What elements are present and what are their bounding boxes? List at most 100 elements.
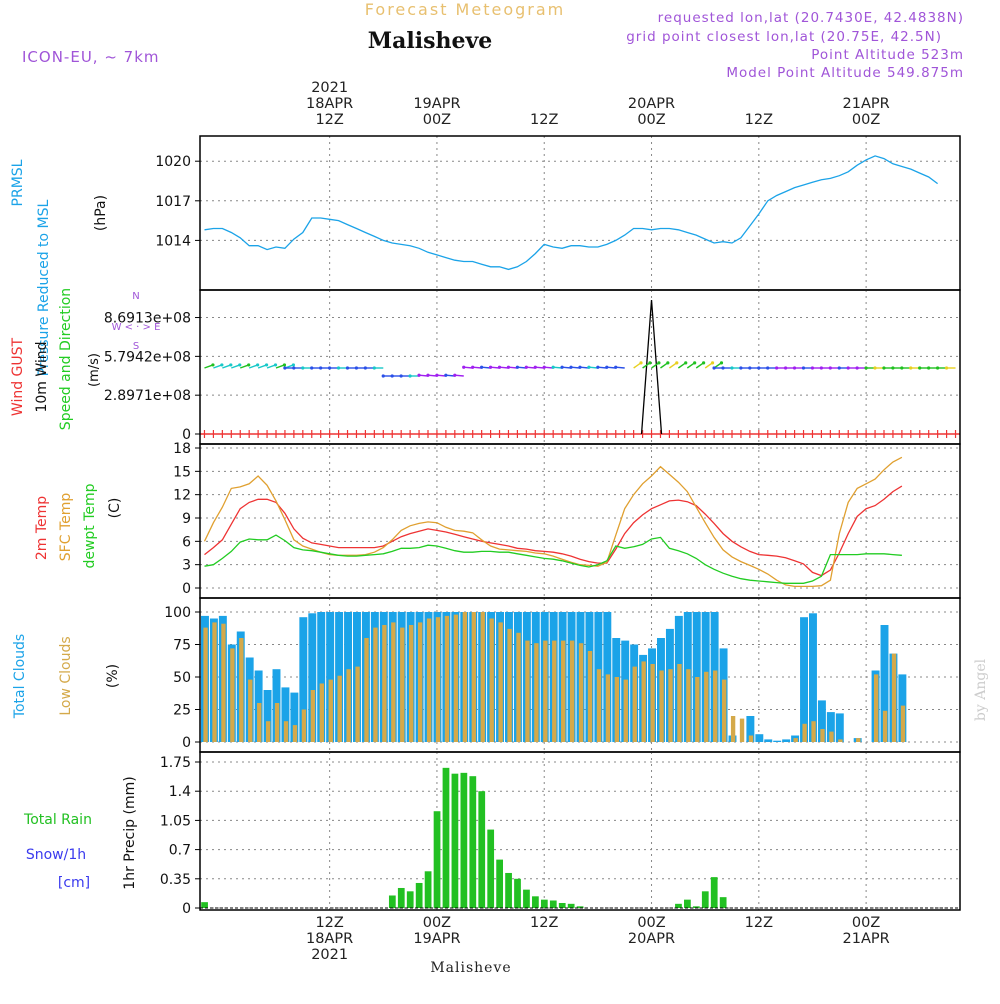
- rain-bar: [478, 791, 486, 908]
- gust-label: Wind GUST: [10, 337, 26, 416]
- total-cloud-bar: [809, 613, 817, 742]
- wind-arrow-head: [372, 366, 376, 370]
- low-cloud-bar: [605, 674, 611, 742]
- wind-arrow-head: [488, 365, 493, 369]
- wind-arrow-head: [702, 361, 706, 365]
- wind-arrow-head: [900, 366, 904, 370]
- y-tick-label: 1.05: [160, 813, 191, 829]
- y-tick-label: 1017: [155, 194, 191, 210]
- y-tick-label: 0.7: [169, 843, 191, 859]
- wind-arrow-head: [739, 366, 743, 370]
- y-tick-label: 100: [164, 605, 191, 621]
- panel-4: 0 0.35 0.7 1.05 1.4 1.75 Total Rain Snow/1h [cm]…: [23, 751, 961, 917]
- low-cloud-bar: [480, 612, 485, 742]
- y-tick-label: 1014: [155, 233, 191, 249]
- low-cloud-bar: [310, 690, 316, 742]
- wind-arrow-head: [319, 366, 323, 370]
- wind-arrow-head: [882, 366, 886, 370]
- low-cloud-bar: [462, 612, 468, 742]
- wind-arrow-head: [542, 365, 546, 369]
- wind-arrow-head: [336, 366, 341, 370]
- wind-arrow-head: [533, 365, 537, 369]
- total-clouds-label: Total Clouds: [12, 634, 28, 719]
- snow-label: Snow/1h: [26, 847, 86, 863]
- temp-2m-line: [204, 485, 903, 577]
- wind-arrow-head: [730, 366, 734, 370]
- y-tick-label: 25: [173, 703, 191, 719]
- wind-arrow-head: [524, 365, 528, 369]
- bottom-axis-label: 20APR: [628, 931, 675, 947]
- low-cloud-bar: [659, 670, 664, 742]
- rain-bar: [576, 906, 584, 908]
- sfc-temp-line: [203, 456, 903, 588]
- wind-arrow-head: [918, 366, 922, 370]
- low-cloud-bar: [507, 628, 512, 742]
- rain-bar: [684, 899, 691, 908]
- y-tick-label: 0.35: [160, 872, 191, 888]
- wind-arrow-head: [657, 361, 661, 365]
- low-cloud-bar: [283, 721, 289, 742]
- top-axis-label: 18APR: [306, 96, 353, 112]
- wind-arrow-head: [327, 366, 332, 370]
- panel-label: Total Rain Snow/1h [cm] 1hr Precip (mm): [23, 776, 138, 891]
- y-tick-label: 0: [182, 735, 191, 751]
- wind-arrow-head: [417, 373, 421, 377]
- rain-bar: [388, 895, 396, 908]
- wind-arrow-head: [891, 366, 895, 370]
- top-axis-label: 20APR: [628, 96, 675, 112]
- wind-arrow-head: [381, 374, 385, 378]
- wind-arrow-head: [345, 366, 350, 370]
- total-cloud-bar: [755, 734, 764, 742]
- wind-arrow-head: [810, 366, 815, 370]
- wind-arrow-head: [435, 373, 439, 377]
- rain-bar: [710, 877, 718, 908]
- low-cloud-bar: [882, 710, 888, 742]
- total-cloud-bar: [326, 612, 335, 742]
- wind-arrow-head: [693, 361, 697, 365]
- total-cloud-bar: [263, 690, 272, 742]
- wind-arrow-head: [282, 363, 287, 367]
- wind-arrow-head: [684, 361, 688, 365]
- wind-arrow-head: [909, 366, 913, 370]
- location-title: Malisheve: [368, 28, 492, 54]
- y-tick-label: 8.6913e+08: [104, 311, 191, 327]
- unit-label: (m/s): [87, 353, 102, 387]
- wind-arrow-head: [801, 366, 806, 370]
- low-cloud-bar: [820, 729, 825, 742]
- rain-bar: [719, 897, 727, 908]
- bottom-axis-label: 00Z: [852, 915, 880, 931]
- wind-arrow-head: [775, 366, 779, 370]
- low-cloud-bar: [569, 640, 575, 742]
- wind-arrow-head: [855, 366, 859, 370]
- low-cloud-bar: [328, 679, 333, 742]
- wind-arrow-head: [497, 365, 502, 369]
- wind-arrow-head: [614, 365, 618, 369]
- rain-bar: [505, 872, 512, 908]
- chart-title: Forecast Meteogram: [365, 0, 565, 19]
- top-axis-label: 12Z: [530, 112, 558, 128]
- low-cloud-bar: [248, 679, 253, 742]
- low-cloud-bar: [435, 617, 441, 742]
- low-cloud-bar: [829, 731, 834, 742]
- low-cloud-bar: [489, 618, 494, 742]
- total-cloud-bar: [746, 716, 755, 742]
- wind-arrow-head: [506, 365, 511, 369]
- panel-label: Total Clouds Low Clouds (%): [12, 634, 121, 719]
- low-cloud-bar: [498, 622, 503, 742]
- panel-label: 2m Temp SFC Temp dewpt Temp (C): [34, 483, 123, 568]
- wind-arrow-head: [710, 361, 715, 365]
- unit-label: (hPa): [93, 195, 109, 231]
- wind-spike: [640, 299, 663, 435]
- bottom-axis-label: 18APR: [306, 931, 353, 947]
- bottom-axis-label: 2021: [311, 947, 348, 963]
- grid-point-coords: grid point closest lon,lat (20.75E, 42.5…: [626, 29, 942, 45]
- low-cloud-bar: [793, 738, 798, 742]
- total-cloud-bar: [880, 625, 889, 742]
- rain-bar: [549, 900, 557, 908]
- y-tick-label: 9: [182, 511, 191, 527]
- low-clouds-label: Low Clouds: [58, 636, 74, 715]
- wind-arrow-head: [766, 366, 770, 370]
- low-cloud-bar: [516, 632, 521, 742]
